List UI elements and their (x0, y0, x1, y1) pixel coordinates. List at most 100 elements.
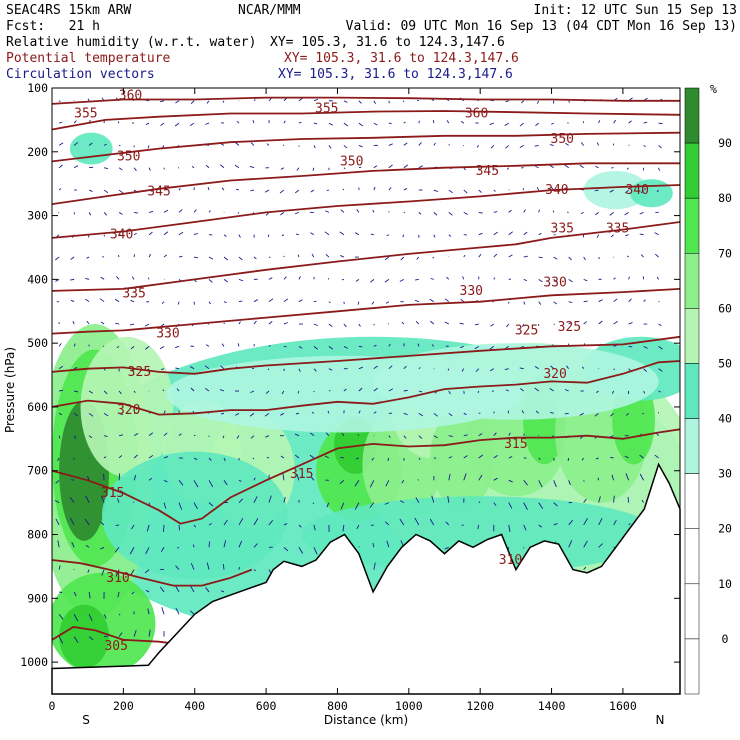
wind-vector (566, 365, 570, 369)
wind-vector (372, 542, 375, 548)
contour-label: 360 (465, 107, 488, 122)
wind-vector (178, 433, 182, 437)
wind-vector (658, 167, 660, 171)
wind-vector (596, 142, 600, 146)
wind-vector (118, 390, 122, 395)
wind-vector (493, 502, 497, 506)
wind-vector (598, 299, 603, 303)
wind-vector (521, 100, 525, 104)
wind-vector (341, 432, 345, 436)
wind-vector (312, 167, 315, 171)
wind-vector (133, 433, 139, 437)
wind-vector (283, 298, 289, 303)
wind-vector (283, 322, 288, 325)
wind-vector (384, 279, 390, 283)
wind-vector (58, 636, 64, 644)
theta-contour-305 (52, 626, 195, 648)
wind-vector (235, 188, 240, 191)
wind-vector (417, 343, 420, 347)
wind-vector (355, 457, 360, 460)
wind-vector (580, 142, 585, 146)
wind-vector (658, 122, 663, 125)
wind-vector (493, 277, 496, 280)
colorbar-band (684, 363, 700, 419)
theta-contour-320 (52, 360, 680, 416)
wind-vector (658, 345, 663, 350)
wind-vector (310, 432, 315, 437)
wind-vector (461, 368, 465, 372)
wind-vector (538, 502, 544, 510)
wind-vector (433, 234, 436, 238)
wind-vector (205, 164, 210, 169)
wind-vector (282, 473, 285, 481)
wind-vector (311, 253, 315, 258)
wind-vector (313, 145, 316, 149)
wind-vector (252, 457, 255, 460)
wind-vector (523, 502, 528, 510)
wind-vector (313, 524, 316, 531)
wind-vector (208, 523, 212, 526)
wind-vector (416, 99, 419, 102)
wind-vector (265, 390, 270, 395)
wind-vector (70, 256, 75, 260)
wind-vector (538, 480, 543, 488)
wind-vector (223, 301, 227, 304)
contour-label: 345 (147, 184, 170, 199)
contour-label: 355 (315, 101, 338, 116)
wind-vector (208, 480, 214, 488)
wind-vector (538, 524, 543, 528)
wind-vector (266, 456, 270, 459)
wind-vector (207, 186, 210, 191)
wind-vector (222, 564, 225, 570)
wind-vector (280, 212, 285, 216)
wind-vector (148, 629, 151, 637)
wind-vector (294, 211, 300, 215)
wind-vector (58, 100, 61, 103)
wind-vector (431, 344, 435, 347)
wind-vector (643, 368, 647, 372)
wind-vector (388, 187, 392, 191)
wind-vector (551, 435, 554, 438)
wind-vector (133, 167, 137, 171)
wind-vector (493, 211, 498, 213)
wind-vector (417, 479, 420, 481)
wind-vector (639, 473, 645, 481)
wind-vector (130, 346, 135, 350)
wind-vector (523, 524, 527, 531)
wind-vector (193, 480, 199, 488)
wind-vector (253, 256, 257, 260)
wind-vector (658, 368, 663, 372)
wind-vector (624, 455, 629, 459)
wind-vector (268, 277, 273, 280)
wind-vector (357, 434, 360, 436)
wind-vector (343, 100, 348, 103)
wind-vector (416, 256, 420, 260)
wind-vector (639, 211, 644, 215)
wind-vector (523, 433, 525, 436)
valid-time: Valid: 09 UTC Mon 16 Sep 13 (04 CDT Mon … (346, 19, 737, 34)
wind-vector (568, 256, 572, 261)
wind-vector (508, 231, 513, 236)
rh-patch (69, 132, 113, 165)
wind-vector (658, 145, 662, 149)
wind-vector (433, 142, 436, 146)
wind-vector (565, 142, 569, 146)
wind-vector (433, 412, 438, 417)
theta-contour-310 (52, 559, 253, 587)
wind-vector (118, 412, 123, 416)
wind-vector (613, 298, 618, 303)
wind-vector (358, 323, 361, 327)
wind-vector (222, 435, 225, 439)
wind-vector (148, 455, 154, 459)
wind-vector (118, 455, 123, 459)
wind-vector (58, 365, 64, 370)
wind-vector (178, 255, 183, 258)
wind-vector (625, 189, 629, 194)
wind-vector (312, 502, 315, 505)
colorbar-band (684, 528, 700, 585)
wind-vector (309, 454, 315, 459)
wind-vector (118, 167, 123, 171)
wind-vector (444, 546, 449, 550)
contour-label: 320 (117, 403, 140, 418)
